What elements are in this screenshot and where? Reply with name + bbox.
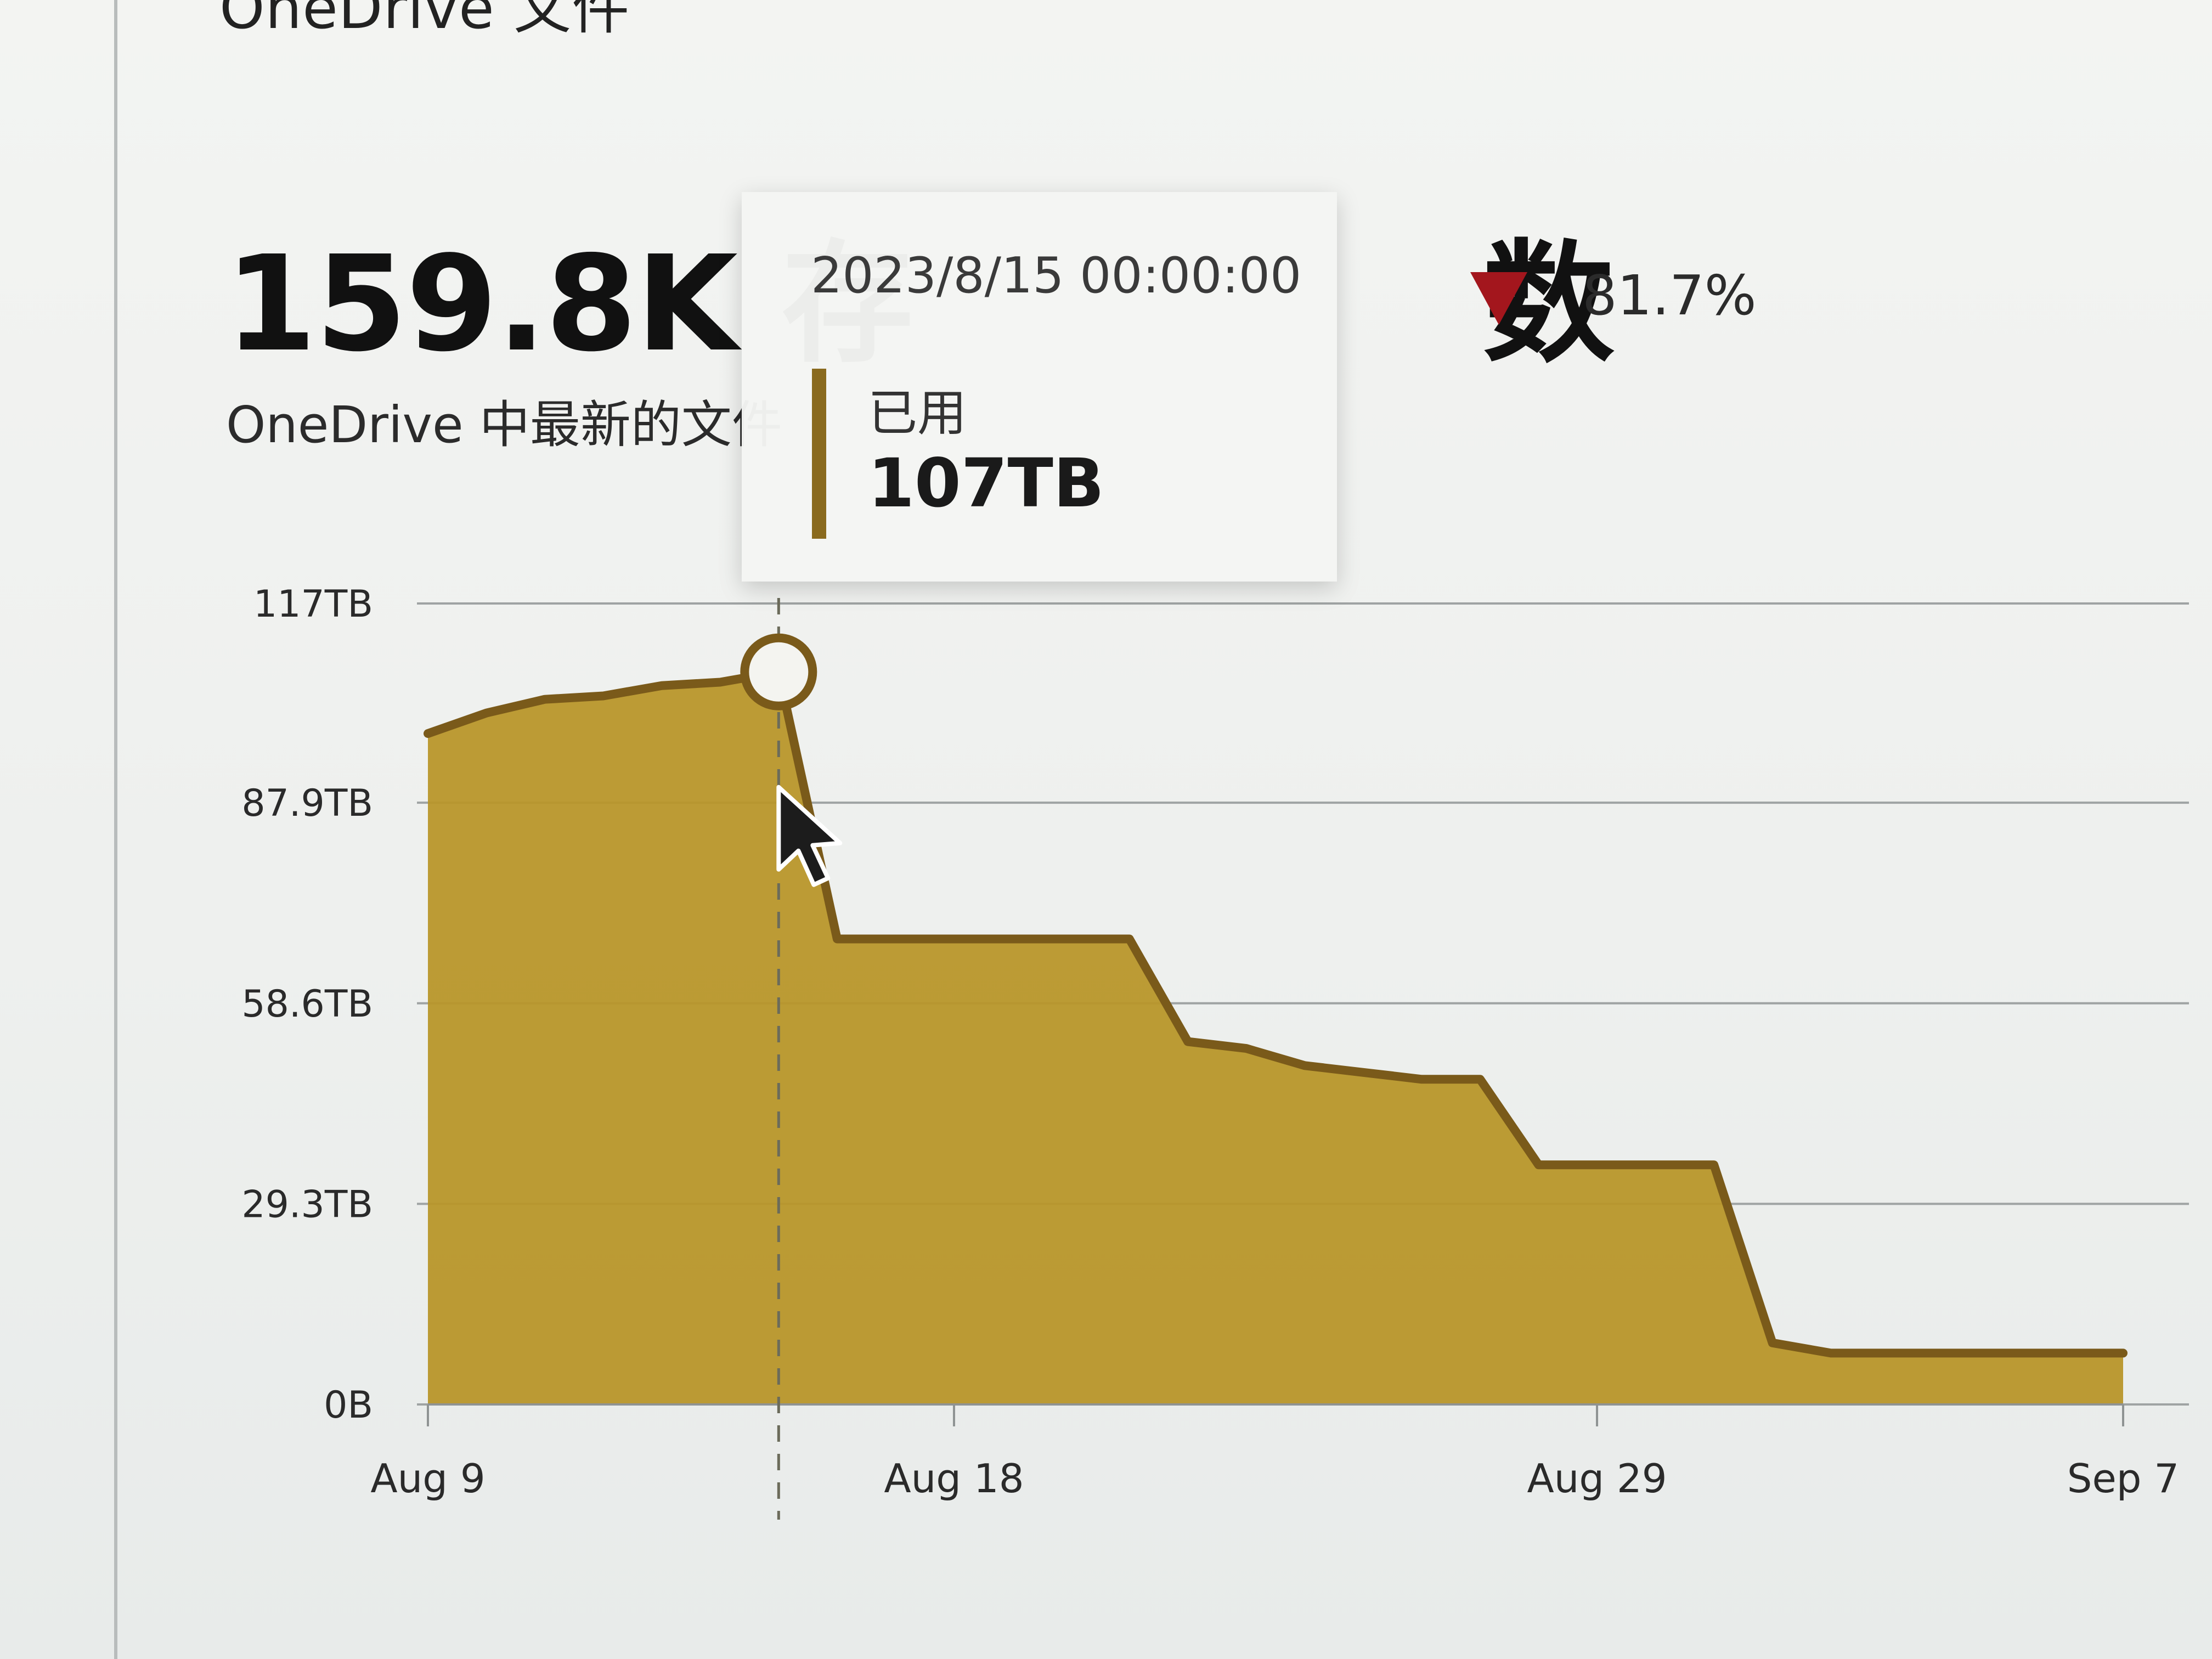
data-point-4	[658, 682, 665, 689]
data-point-8	[892, 935, 899, 942]
y-tick-label-1: 87.9TB	[241, 782, 373, 825]
data-point-19	[1535, 1161, 1542, 1168]
y-tick-label-2: 58.6TB	[241, 983, 373, 1026]
line-series-used	[424, 667, 2128, 1358]
data-point-0	[425, 730, 431, 737]
y-tick-label-3: 29.3TB	[241, 1183, 373, 1226]
data-point-1	[483, 710, 490, 716]
tooltip-series-label: 已用	[868, 385, 967, 442]
y-tick-label-4: 0B	[324, 1384, 373, 1427]
tooltip-value: 107TB	[868, 444, 1104, 522]
data-point-11	[1068, 935, 1074, 942]
card-title: OneDrive 文件	[219, 0, 630, 42]
tooltip-series-swatch	[812, 369, 826, 539]
x-tick-label-1: Aug 18	[884, 1455, 1024, 1502]
data-point-24	[1827, 1350, 1834, 1356]
data-point-9	[951, 935, 957, 942]
trend-value: 81.7%	[1582, 263, 1757, 328]
data-point-3	[600, 692, 607, 699]
data-point-14	[1243, 1045, 1250, 1052]
data-point-21	[1652, 1161, 1659, 1168]
trend-indicator: 81.7%	[1470, 263, 1757, 328]
highlight-point-marker	[740, 633, 817, 710]
data-point-12	[1126, 935, 1133, 942]
data-point-13	[1184, 1039, 1191, 1045]
data-point-26	[1944, 1350, 1951, 1356]
x-tick-label-3: Sep 7	[2067, 1455, 2179, 1502]
data-point-22	[1711, 1161, 1717, 1168]
down-arrow-icon	[1470, 272, 1527, 325]
x-tick-label-2: Aug 29	[1527, 1455, 1667, 1502]
x-tick-label-0: Aug 9	[370, 1455, 485, 1502]
data-point-5	[717, 679, 724, 686]
card-subtitle: OneDrive 中最新的文件	[226, 396, 782, 454]
chart-tooltip: 2023/8/15 00:00:00 已用 107TB	[742, 192, 1337, 582]
data-point-29	[2120, 1350, 2126, 1356]
data-point-15	[1301, 1062, 1308, 1069]
data-point-16	[1360, 1069, 1367, 1076]
data-point-18	[1477, 1076, 1483, 1082]
card-divider	[114, 0, 117, 1659]
data-point-25	[1886, 1350, 1893, 1356]
mouse-cursor-icon	[776, 785, 843, 887]
tooltip-date: 2023/8/15 00:00:00	[811, 247, 1302, 304]
y-tick-label-0: 117TB	[253, 583, 373, 626]
data-point-20	[1594, 1161, 1600, 1168]
area-series-used	[428, 672, 2123, 1404]
data-point-2	[541, 696, 548, 703]
data-point-7	[834, 935, 840, 942]
data-point-10	[1009, 935, 1016, 942]
data-point-27	[2003, 1350, 2010, 1356]
data-point-23	[1769, 1340, 1776, 1346]
data-point-17	[1418, 1076, 1425, 1082]
data-point-28	[2061, 1350, 2068, 1356]
